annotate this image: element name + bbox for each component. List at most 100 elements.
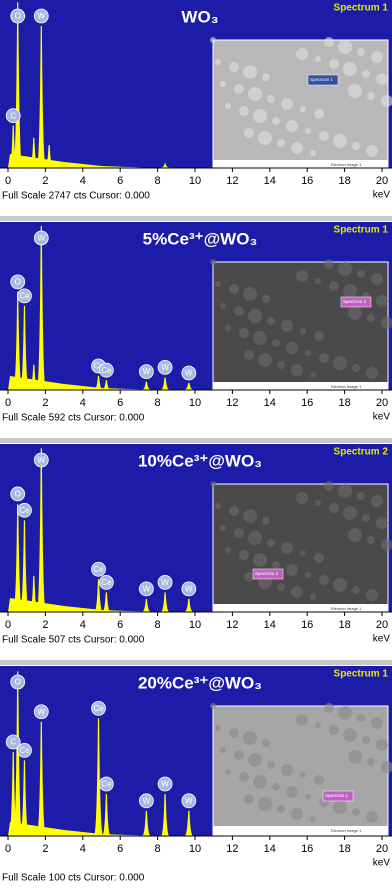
peak-label: W	[185, 585, 193, 594]
peak-label: Ce	[101, 366, 112, 375]
sem-texture	[343, 506, 357, 520]
spectrum-panel: Electron Image 1 Spectrum 2 O Ce W Ce Ce W W W 10%…	[0, 444, 392, 665]
panel-title: 5%Ce³⁺@WO₃	[143, 229, 258, 248]
x-tick-label: 6	[117, 619, 123, 631]
sem-texture	[267, 95, 275, 103]
sem-texture	[229, 284, 239, 294]
sem-spot	[307, 74, 339, 86]
background	[8, 154, 158, 168]
sem-texture	[215, 281, 221, 287]
x-tick-label: 4	[80, 843, 86, 855]
x-tick-label: 4	[80, 619, 86, 631]
sem-texture	[305, 572, 311, 578]
x-tick-label: 0	[5, 619, 11, 631]
peak-label-bg	[91, 561, 106, 577]
sem-texture	[376, 295, 388, 307]
sem-texture	[338, 262, 352, 276]
peak-label-bg	[33, 230, 49, 246]
sem-texture	[248, 531, 262, 545]
sem-texture	[277, 139, 285, 147]
sem-texture	[234, 750, 244, 760]
sem-texture	[343, 62, 357, 76]
sem-texture	[210, 481, 216, 487]
sem-texture	[291, 364, 303, 376]
sem-texture	[300, 328, 306, 334]
peak-label: O	[15, 678, 21, 687]
sem-spot-label: Spectrum 1	[310, 77, 334, 82]
sem-texture	[286, 120, 298, 132]
sem-texture	[366, 145, 378, 157]
x-tick-label: 18	[338, 397, 350, 409]
x-tick-label: 0	[5, 175, 11, 187]
sem-texture	[333, 800, 347, 814]
sem-texture	[315, 278, 321, 284]
background	[8, 376, 158, 390]
peak-label: Ce	[93, 362, 104, 371]
sem-texture	[267, 539, 275, 547]
sem-texture	[253, 109, 267, 123]
peak-label-bg	[98, 776, 114, 792]
sem-scalebar	[213, 160, 388, 170]
x-tick-label: 14	[264, 397, 276, 409]
sem-texture	[362, 736, 370, 744]
sem-texture	[277, 361, 285, 369]
sem-texture	[210, 259, 216, 265]
sem-texture	[333, 356, 347, 370]
sem-texture	[305, 350, 311, 356]
sem-texture	[239, 328, 249, 338]
peak-label: O	[15, 490, 21, 499]
peak	[142, 810, 151, 837]
peak-label-bg	[17, 288, 32, 304]
x-tick-label: 20	[376, 175, 388, 187]
sem-spot	[340, 296, 372, 308]
peak	[160, 592, 170, 613]
peak-label-bg	[5, 108, 21, 124]
sem-image-label: Electron Image 1	[331, 384, 362, 389]
peak	[160, 793, 170, 837]
sem-texture	[300, 550, 306, 556]
sem-texture	[248, 87, 262, 101]
sem-spot-label: Spectrum 2	[255, 571, 279, 576]
sem-texture	[314, 775, 324, 785]
spectrum-label: Spectrum 1	[334, 3, 389, 14]
sem-texture	[272, 783, 280, 791]
x-tick-label: 20	[376, 843, 388, 855]
peak-label: W	[143, 796, 151, 805]
sem-texture	[371, 717, 383, 729]
background	[8, 822, 158, 836]
sem-texture	[243, 65, 257, 79]
sem-texture	[220, 81, 226, 87]
peak	[184, 598, 193, 613]
peak-label-bg	[33, 8, 49, 24]
spectrum-panel: Electron Image 1 Spectrum 1 C O W WO₃ Spectrum…	[0, 0, 392, 221]
sem-texture	[362, 70, 370, 78]
panel-title: WO₃	[181, 7, 218, 26]
footer: Full Scale 2747 cts Cursor: 0.000	[2, 191, 150, 202]
x-tick-label: 2	[42, 397, 48, 409]
peak-label-bg	[138, 793, 154, 809]
x-tick-label: 6	[117, 175, 123, 187]
sem-texture	[343, 284, 357, 298]
sem-texture	[296, 270, 308, 282]
sem-texture	[367, 758, 375, 766]
sem-texture	[248, 753, 262, 767]
peak-label: W	[161, 363, 169, 372]
sem-texture	[300, 106, 306, 112]
sem-texture	[277, 805, 285, 813]
sem-texture	[348, 528, 362, 542]
peak-label: W	[38, 707, 46, 716]
sem-image-label: Electron Image 1	[331, 606, 362, 611]
x-tick-label: 12	[226, 397, 238, 409]
sem-texture	[333, 578, 347, 592]
sem-image-label: Electron Image 1	[331, 828, 362, 833]
x-tick-label: 14	[264, 843, 276, 855]
x-tick-label: 12	[226, 619, 238, 631]
x-tick-label: 10	[189, 397, 201, 409]
sem-texture	[291, 808, 303, 820]
sem-texture	[314, 331, 324, 341]
sem-texture	[258, 353, 272, 367]
sem-spot-label: Spectrum 1	[325, 793, 349, 798]
peak-label-bg	[157, 359, 173, 375]
